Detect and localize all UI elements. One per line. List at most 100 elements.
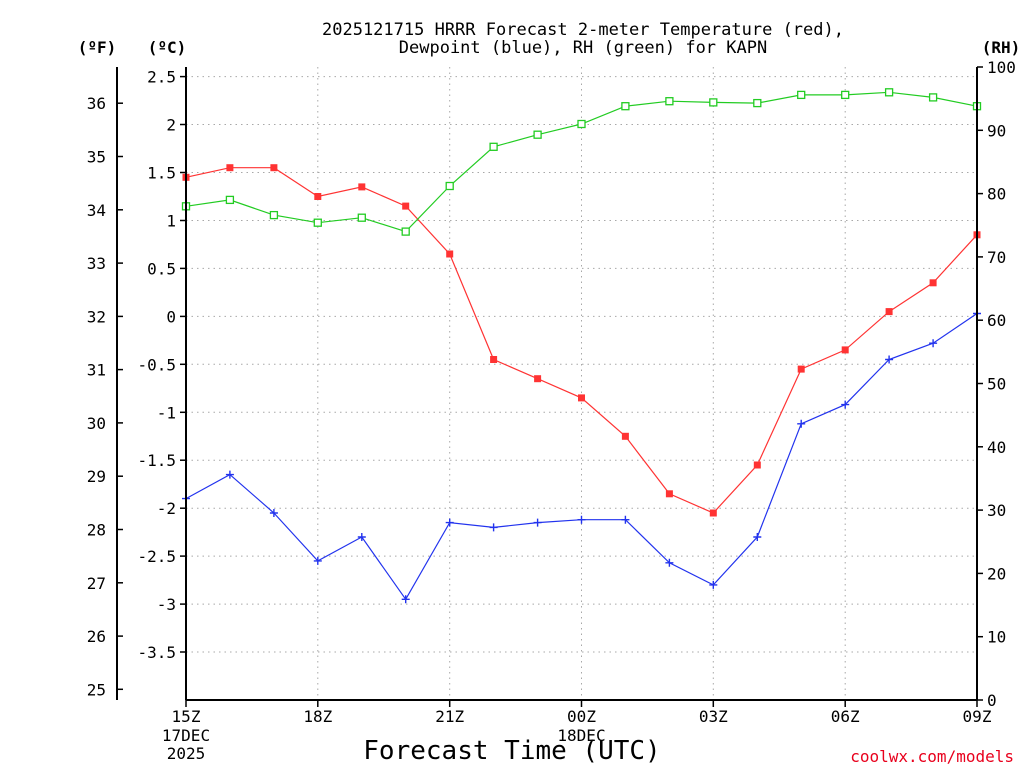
x-tick-label: 21Z <box>435 707 464 726</box>
fahrenheit-tick-label: 32 <box>87 307 106 326</box>
2-meter-temperature-point <box>753 461 761 469</box>
celsius-tick-label: 0 <box>166 307 176 326</box>
2-meter-temperature-point <box>621 432 629 440</box>
dewpoint-point <box>753 533 762 541</box>
fahrenheit-tick-label: 34 <box>87 201 106 220</box>
rh-point <box>313 218 322 227</box>
rh-tick-label: 60 <box>987 311 1006 330</box>
2-meter-temperature-point <box>665 490 673 498</box>
rh-tick-label: 0 <box>987 691 997 710</box>
2-meter-temperature-point <box>490 356 498 363</box>
x-tick-label: 00Z <box>567 707 596 726</box>
2-meter-temperature-point <box>314 193 322 200</box>
celsius-tick-label: -2.5 <box>137 547 176 566</box>
dewpoint-point <box>357 533 366 541</box>
rh-tick-label: 70 <box>987 248 1006 267</box>
fahrenheit-tick-label: 27 <box>87 574 106 593</box>
rh-tick-label: 10 <box>987 628 1006 647</box>
2-meter-temperature-line <box>185 167 978 514</box>
rh-tick-label: 100 <box>987 58 1016 77</box>
rh-tick-label: 80 <box>987 185 1006 204</box>
dewpoint-point <box>929 339 938 348</box>
2-meter-temperature-point <box>446 250 454 258</box>
rh-tick-label: 40 <box>987 438 1006 457</box>
rh-tick-label: 20 <box>987 564 1006 583</box>
rh-point <box>884 88 894 97</box>
fahrenheit-tick-label: 28 <box>87 521 106 540</box>
x-tick-label: 18Z <box>303 707 332 726</box>
dewpoint-point <box>577 515 586 524</box>
dewpoint-point <box>841 400 850 409</box>
x-tick-sublabel: 18DEC <box>557 726 605 745</box>
2-meter-temperature-point <box>841 346 849 354</box>
chart-title-line-2: Dewpoint (blue), RH (green) for KAPN <box>399 38 767 58</box>
x-tick-label: 06Z <box>831 707 860 726</box>
x-tick-label: 03Z <box>699 707 728 726</box>
celsius-unit-label: (ºC) <box>148 38 187 57</box>
dewpoint-point <box>225 470 234 479</box>
rh-unit-label: (RH) <box>982 38 1021 57</box>
fahrenheit-tick-label: 25 <box>87 680 106 699</box>
series-layer <box>181 88 982 604</box>
celsius-tick-label: -2 <box>157 499 176 518</box>
2-meter-temperature-point <box>797 365 805 373</box>
rh-point <box>533 130 542 139</box>
fahrenheit-tick-label: 26 <box>87 627 106 646</box>
credit-label: coolwx.com/models <box>850 747 1014 766</box>
rh-point <box>577 119 586 129</box>
dewpoint-point <box>489 523 498 532</box>
2-meter-temperature-point <box>709 509 717 517</box>
fahrenheit-unit-label: (ºF) <box>78 38 117 57</box>
fahrenheit-tick-label: 35 <box>87 148 106 167</box>
chart-title-line-1: 2025121715 HRRR Forecast 2-meter Tempera… <box>322 20 844 40</box>
rh-point <box>928 93 938 102</box>
celsius-tick-label: 2 <box>166 116 176 135</box>
rh-point <box>269 210 279 220</box>
dewpoint-point <box>445 518 454 527</box>
rh-point <box>709 98 718 107</box>
celsius-tick-label: -1 <box>157 403 176 422</box>
dewpoint-point <box>885 355 894 364</box>
x-tick-sublabel: 2025 <box>167 744 206 763</box>
x-tick-label: 15Z <box>172 707 201 726</box>
fahrenheit-tick-label: 33 <box>87 254 106 273</box>
rh-point <box>797 90 806 100</box>
celsius-tick-label: -3 <box>157 595 176 614</box>
x-tick-label: 09Z <box>963 707 992 726</box>
rh-point <box>445 181 454 191</box>
2-meter-temperature-point <box>270 164 278 172</box>
dewpoint-point <box>797 419 806 428</box>
celsius-tick-label: 1 <box>166 212 176 231</box>
rh-tick-label: 50 <box>987 375 1006 394</box>
dewpoint-point <box>665 558 674 567</box>
dewpoint-point <box>269 509 278 517</box>
celsius-tick-label: -3.5 <box>137 643 176 662</box>
rh-point <box>225 195 235 205</box>
celsius-tick-label: 0.5 <box>147 259 176 278</box>
fahrenheit-tick-label: 30 <box>87 414 106 433</box>
rh-point <box>401 227 410 236</box>
dewpoint-point <box>313 556 322 565</box>
rh-point <box>753 98 762 108</box>
fahrenheit-tick-label: 36 <box>87 94 106 113</box>
grid-layer <box>185 67 978 700</box>
dewpoint-point <box>401 595 410 604</box>
dewpoint-point <box>533 518 542 527</box>
fahrenheit-tick-label: 29 <box>87 467 106 486</box>
rh-point <box>665 97 674 106</box>
2-meter-temperature-point <box>929 279 937 287</box>
celsius-tick-label: -0.5 <box>137 355 176 374</box>
celsius-tick-label: -1.5 <box>137 451 176 470</box>
2-meter-temperature-point <box>534 375 542 383</box>
2-meter-temperature-point <box>226 164 234 172</box>
rh-point <box>489 142 498 151</box>
x-tick-sublabel: 17DEC <box>162 726 210 745</box>
rh-point <box>841 90 850 100</box>
rh-point <box>621 102 630 111</box>
rh-tick-label: 30 <box>987 501 1006 520</box>
label-layer: 2.5 2 1.5 1 0.5 0 -0.5 -1 -1.5 -2 -2.5 -3 -3.5 36 35 34… <box>87 58 1016 763</box>
2-meter-temperature-point <box>885 308 893 316</box>
2-meter-temperature-point <box>402 202 410 210</box>
dewpoint-point <box>621 515 630 524</box>
